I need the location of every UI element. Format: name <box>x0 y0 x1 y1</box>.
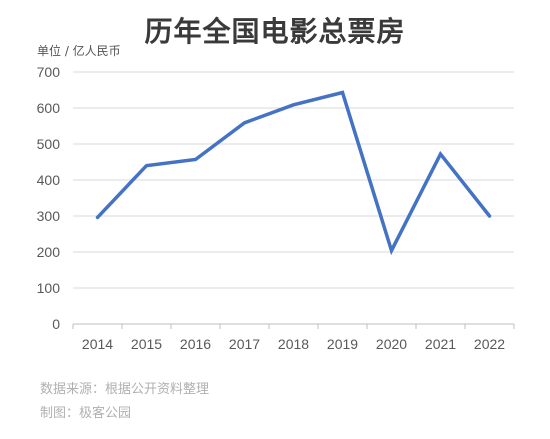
y-tick-label: 700 <box>37 64 61 80</box>
x-tick-labels: 2014 2015 2016 2017 2018 2019 2020 2021 2022 <box>82 336 505 352</box>
x-tick-label: 2016 <box>180 336 211 352</box>
y-tick-label: 500 <box>37 136 61 152</box>
y-tick-label: 600 <box>37 100 61 116</box>
chart-maker-note: 制图：极客公园 <box>40 406 132 421</box>
y-tick-label: 100 <box>37 280 61 296</box>
y-tick-label: 400 <box>37 172 61 188</box>
data-source-note: 数据来源：根据公开资料整理 <box>40 382 210 397</box>
x-tick-label: 2014 <box>82 336 113 352</box>
y-tick-label: 200 <box>37 244 61 260</box>
grid-lines <box>72 71 515 329</box>
x-tick-label: 2022 <box>474 336 505 352</box>
y-tick-label: 300 <box>37 208 61 224</box>
x-tick-label: 2018 <box>278 336 309 352</box>
series-layer <box>95 90 492 256</box>
x-tick-label: 2021 <box>425 336 456 352</box>
x-tick-label: 2015 <box>131 336 162 352</box>
y-tick-labels: 0 100 200 300 400 500 600 700 <box>37 64 61 332</box>
x-tick-label: 2020 <box>376 336 407 352</box>
y-axis-unit-label: 单位 / 亿人民币 <box>37 44 121 58</box>
series-line <box>95 90 492 256</box>
chart-title: 历年全国电影总票房 <box>144 15 406 48</box>
x-tick-label: 2017 <box>229 336 260 352</box>
y-tick-label: 0 <box>52 316 60 332</box>
x-tick-label: 2019 <box>327 336 358 352</box>
